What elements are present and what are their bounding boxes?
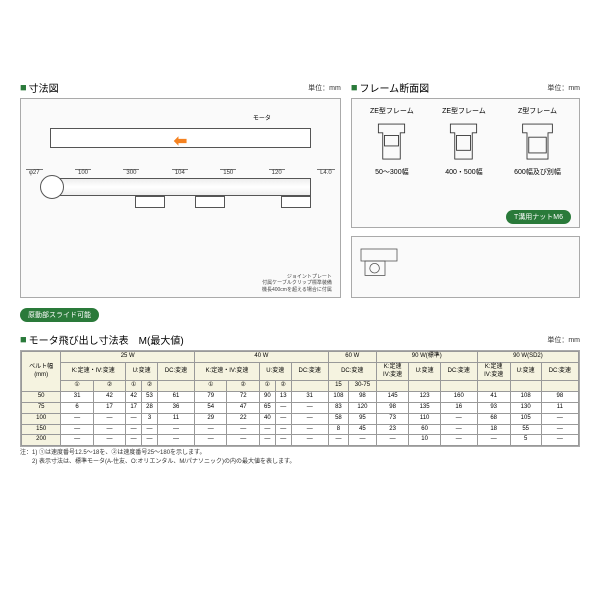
side-view-box <box>351 236 580 298</box>
dimension-drawing: モータ ⬅ φ27100300104150120L4.0 ジョイントプレート 付… <box>20 98 341 298</box>
table-footnote: 注：1) ①は速度番号12.5～18を、②は速度番号25～180を示します。 2… <box>20 449 580 466</box>
frame-cross-section: ZE型フレーム 50～300幅 ZE型フレーム 400・500幅 Z型フレーム … <box>351 98 580 228</box>
motor-dimension-table: ベルト幅 (mm) 25 W 40 W 60 W 90 W(標準) 90 W(S… <box>20 350 580 447</box>
sunpou-title: ■寸法図 単位：mm <box>20 80 341 95</box>
table-title: ■モータ飛び出し寸法表 M(最大値) 単位：mm <box>20 332 580 347</box>
drawing-notes: ジョイントプレート 付属ケーブルクリップ標準装備 機長400cmを超える場合に付… <box>262 274 332 294</box>
direction-arrow: ⬅ <box>174 131 187 151</box>
t-nut-badge: T溝用ナットM6 <box>506 210 571 224</box>
frame-section-title: ■フレーム断面図 単位：mm <box>351 80 580 95</box>
origin-slide-badge: 原動部スライド可能 <box>20 308 99 322</box>
